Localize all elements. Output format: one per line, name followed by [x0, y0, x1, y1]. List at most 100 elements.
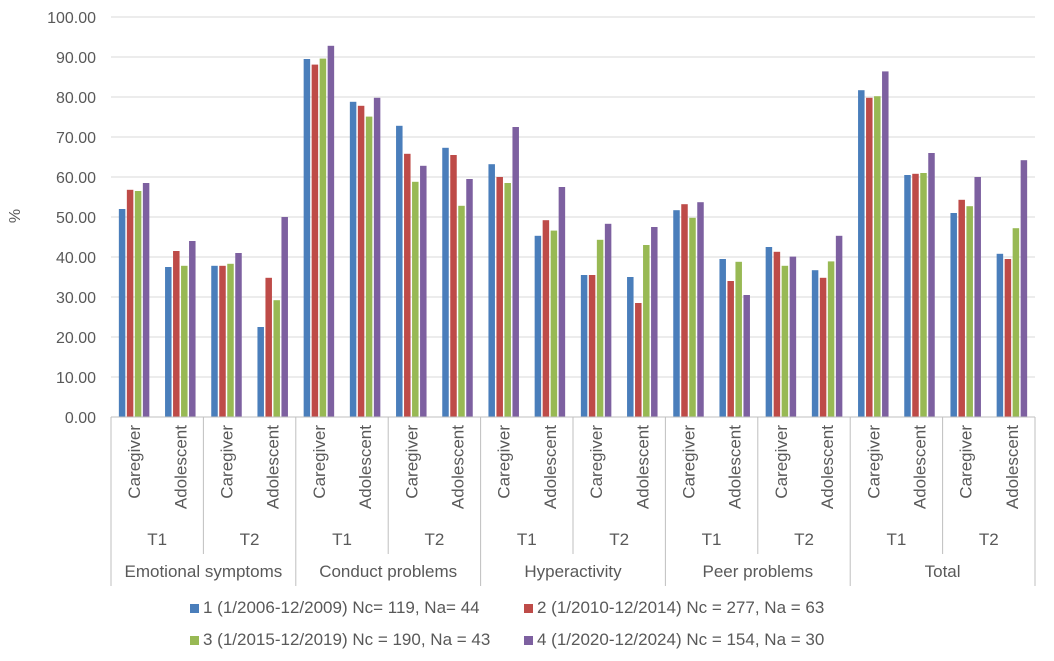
bar: [496, 177, 503, 417]
bar: [118, 209, 126, 417]
x-tick-label: Caregiver: [680, 425, 699, 499]
bar: [827, 261, 835, 417]
legend-item: 4 (1/2020-12/2024) Nc = 154, Na = 30: [524, 630, 824, 650]
bar: [819, 277, 827, 417]
bar: [257, 327, 264, 417]
y-tick-label: 20.00: [56, 330, 96, 347]
bar: [673, 210, 680, 417]
time-label: T1: [332, 530, 352, 549]
group-label: Hyperactivity: [524, 562, 622, 581]
y-tick-label: 60.00: [56, 170, 96, 187]
bar: [534, 235, 542, 417]
y-axis-title: %: [7, 209, 24, 223]
bar: [781, 265, 789, 417]
bar: [635, 303, 642, 417]
time-label: T2: [609, 530, 629, 549]
x-tick-label: Caregiver: [125, 425, 144, 499]
bar: [173, 251, 180, 417]
group-label: Emotional symptoms: [125, 562, 283, 581]
legend-item: 1 (1/2006-12/2009) Nc= 119, Na= 44: [190, 598, 480, 618]
time-label: T2: [424, 530, 444, 549]
x-tick-label: Caregiver: [772, 425, 791, 499]
y-tick-label: 10.00: [56, 370, 96, 387]
chart-svg: 0.00 10.00 20.00 30.00 40.00 50.00 60.00 70.00 8…: [7, 10, 1036, 586]
bar: [512, 127, 519, 417]
x-tick-label: Caregiver: [310, 425, 329, 499]
x-tick-label: Caregiver: [402, 425, 421, 499]
bar: [542, 220, 550, 417]
y-tick-label: 100.00: [47, 10, 96, 27]
bar: [404, 153, 411, 418]
legend-item: 3 (1/2015-12/2019) Nc = 190, Na = 43: [190, 630, 490, 650]
bar: [719, 259, 726, 417]
bar: [912, 173, 919, 417]
bar: [165, 267, 172, 417]
bar: [773, 251, 781, 417]
x-tick-label: Adolescent: [1003, 425, 1022, 509]
group-label: Conduct problems: [319, 562, 457, 581]
bar: [357, 105, 365, 418]
bars: [118, 45, 1028, 418]
bar: [743, 295, 750, 417]
legend-label: 2 (1/2010-12/2014) Nc = 277, Na = 63: [537, 598, 825, 617]
bar: [643, 245, 650, 417]
legend-label: 4 (1/2020-12/2024) Nc = 154, Na = 30: [537, 630, 825, 649]
bar: [588, 275, 596, 417]
time-label: T2: [240, 530, 260, 549]
bar: [920, 173, 927, 417]
bar: [580, 275, 588, 417]
y-tick-label: 80.00: [56, 90, 96, 107]
bar: [466, 179, 473, 417]
bar: [349, 101, 357, 418]
x-tick-label: Adolescent: [541, 425, 560, 509]
bar: [928, 153, 935, 417]
x-tick-label: Adolescent: [633, 425, 652, 509]
time-label: T1: [702, 530, 722, 549]
bar: [142, 183, 150, 417]
bar: [858, 90, 865, 417]
time-label: T2: [979, 530, 999, 549]
bar: [273, 300, 280, 417]
bar: [365, 116, 373, 417]
bar: [727, 281, 734, 417]
bar: [458, 205, 465, 417]
bar: [1012, 228, 1020, 417]
bar: [558, 187, 566, 417]
bar: [811, 270, 819, 417]
x-tick-label: Caregiver: [864, 425, 883, 499]
bar: [835, 235, 843, 417]
x-tick-label: Adolescent: [818, 425, 837, 509]
bar: [596, 239, 604, 417]
legend-swatch: [190, 635, 199, 645]
bar: [765, 247, 773, 417]
bar: [126, 189, 134, 417]
y-tick-label: 40.00: [56, 250, 96, 267]
bar: [420, 165, 427, 417]
time-label: T1: [886, 530, 906, 549]
legend-label: 1 (1/2006-12/2009) Nc= 119, Na= 44: [203, 598, 480, 617]
bar: [627, 277, 634, 417]
bar: [373, 97, 381, 418]
bar: [950, 213, 957, 417]
x-tick-label: Adolescent: [726, 425, 745, 509]
bar: [789, 256, 797, 417]
bar: [189, 241, 196, 417]
bar: [211, 265, 218, 417]
y-tick-label: 70.00: [56, 130, 96, 147]
bar: [866, 97, 873, 418]
y-tick-label: 90.00: [56, 50, 96, 67]
legend-swatch: [190, 603, 199, 613]
bar: [681, 204, 688, 417]
time-label: T2: [794, 530, 814, 549]
axes: 0.00 10.00 20.00 30.00 40.00 50.00 60.00 70.00 8…: [47, 10, 1036, 586]
bar: [442, 147, 449, 418]
x-tick-label: Adolescent: [911, 425, 930, 509]
bar: [181, 265, 188, 417]
bar: [651, 227, 658, 417]
time-label: T1: [517, 530, 537, 549]
bar: [697, 202, 704, 417]
bar: [319, 58, 327, 417]
time-label: T1: [147, 530, 167, 549]
bar: [311, 64, 319, 417]
bar: [882, 71, 889, 418]
